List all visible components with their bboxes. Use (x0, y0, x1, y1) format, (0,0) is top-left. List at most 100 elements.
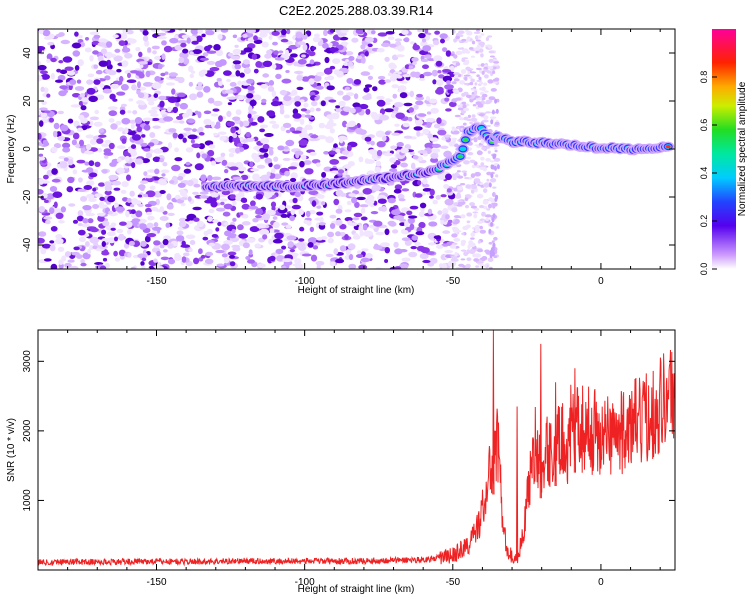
noise-speckle (246, 237, 256, 243)
noise-speckle (172, 132, 178, 139)
noise-speckle (357, 250, 362, 255)
noise-speckle (67, 118, 74, 124)
noise-speckle (151, 45, 160, 50)
noise-speckle (301, 127, 308, 135)
noise-speckle (188, 65, 194, 73)
noise-speckle (56, 131, 62, 138)
snr-ytick-label: 2000 (22, 419, 33, 442)
noise-speckle (327, 231, 335, 238)
noise-speckle (459, 34, 464, 37)
noise-speckle (144, 203, 152, 208)
noise-speckle (273, 221, 280, 229)
noise-speckle (74, 86, 85, 91)
noise-speckle (333, 198, 340, 206)
noise-speckle (461, 101, 467, 105)
noise-speckle (159, 190, 166, 194)
noise-speckle (301, 76, 311, 82)
noise-speckle (130, 144, 137, 150)
smear-speckle (493, 139, 497, 145)
noise-speckle (183, 57, 190, 65)
noise-speckle (466, 220, 470, 224)
noise-speckle (335, 231, 341, 237)
noise-speckle (393, 188, 402, 194)
smear-speckle (494, 98, 498, 104)
noise-speckle (229, 254, 236, 259)
noise-speckle (38, 120, 44, 127)
noise-speckle (418, 32, 426, 39)
noise-speckle (476, 150, 483, 156)
noise-speckle (409, 223, 415, 230)
noise-speckle (329, 29, 335, 33)
noise-speckle (476, 193, 484, 199)
noise-speckle (248, 205, 259, 210)
noise-speckle (222, 211, 231, 217)
noise-speckle (495, 174, 499, 178)
noise-speckle (100, 48, 108, 55)
noise-speckle (211, 176, 222, 181)
noise-speckle (449, 65, 455, 72)
noise-speckle (318, 122, 326, 129)
noise-speckle (404, 240, 412, 246)
noise-speckle (335, 258, 345, 264)
noise-speckle (87, 248, 92, 255)
noise-speckle (423, 71, 433, 77)
smear-speckle (490, 119, 494, 125)
noise-speckle (130, 209, 136, 215)
noise-speckle (353, 93, 359, 100)
noise-speckle (377, 32, 388, 37)
noise-speckle (256, 164, 266, 169)
noise-speckle (308, 75, 316, 79)
noise-speckle (309, 107, 315, 113)
smear-speckle (492, 154, 496, 160)
smear-speckle (489, 253, 493, 259)
noise-speckle (269, 228, 275, 234)
noise-speckle (425, 96, 430, 101)
noise-speckle (142, 35, 149, 42)
noise-speckle (249, 226, 260, 233)
noise-speckle (303, 160, 312, 165)
noise-speckle (484, 102, 491, 105)
noise-speckle (304, 168, 314, 175)
noise-speckle (278, 50, 284, 54)
noise-speckle (253, 35, 258, 41)
noise-speckle (206, 50, 217, 54)
noise-speckle (163, 249, 168, 253)
noise-speckle (255, 61, 263, 68)
noise-speckle (64, 66, 74, 71)
noise-speckle (483, 82, 487, 86)
noise-speckle (82, 218, 89, 224)
noise-speckle (471, 164, 476, 169)
noise-speckle (259, 228, 270, 236)
noise-speckle (89, 55, 94, 62)
noise-speckle (427, 208, 433, 215)
noise-speckle (115, 120, 122, 126)
noise-speckle (476, 67, 482, 71)
noise-speckle (110, 83, 120, 89)
noise-speckle (409, 205, 419, 210)
noise-speckle (192, 206, 202, 211)
noise-speckle (451, 207, 458, 213)
noise-speckle (151, 106, 161, 110)
noise-speckle (292, 113, 302, 119)
smear-speckle (492, 251, 495, 257)
noise-speckle (131, 134, 142, 141)
noise-speckle (474, 227, 480, 233)
noise-speckle (479, 144, 485, 147)
noise-speckle (108, 118, 115, 123)
noise-speckle (419, 74, 425, 79)
noise-speckle (488, 242, 493, 245)
noise-speckle (445, 50, 452, 57)
noise-speckle (443, 184, 449, 189)
noise-speckle (136, 100, 145, 105)
noise-speckle (248, 105, 253, 113)
noise-speckle (262, 234, 268, 240)
noise-speckle (137, 253, 147, 259)
noise-speckle (470, 88, 478, 91)
noise-speckle (232, 48, 242, 55)
noise-speckle (376, 95, 385, 100)
noise-speckle (143, 193, 148, 198)
snr-xtick-label: -50 (446, 577, 461, 588)
noise-speckle (479, 166, 487, 170)
noise-speckle (115, 206, 125, 213)
noise-speckle (439, 122, 445, 126)
